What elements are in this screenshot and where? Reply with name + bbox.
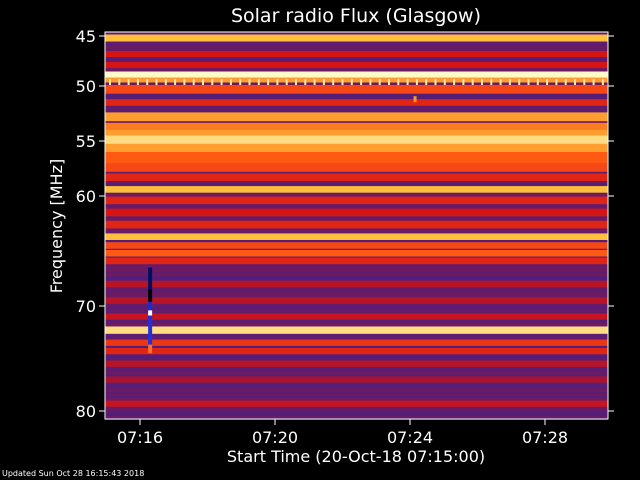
updated-timestamp: Updated Sun Oct 28 16:15:43 2018 bbox=[2, 469, 145, 478]
emission-band bbox=[105, 280, 608, 288]
emission-band bbox=[105, 62, 608, 68]
emission-band bbox=[105, 339, 608, 346]
x-axis-label: Start Time (20-Oct-18 07:15:00) bbox=[227, 447, 485, 466]
emission-band bbox=[105, 376, 608, 383]
band-artifacts bbox=[109, 79, 604, 85]
x-tick-label: 07:24 bbox=[387, 428, 433, 447]
y-tick-label: 60 bbox=[76, 187, 96, 206]
x-tick-label: 07:16 bbox=[117, 428, 163, 447]
plot-frame bbox=[104, 31, 609, 420]
emission-band bbox=[105, 297, 608, 304]
y-tick-label: 50 bbox=[76, 77, 96, 96]
emission-band bbox=[105, 71, 608, 79]
y-tick-label: 45 bbox=[76, 27, 96, 46]
emission-band bbox=[105, 99, 608, 106]
emission-band bbox=[105, 77, 608, 83]
emission-band bbox=[105, 242, 608, 249]
emission-band bbox=[105, 326, 608, 334]
emission-band bbox=[105, 186, 608, 193]
y-axis-label: Frequency [MHz] bbox=[47, 159, 66, 293]
emission-band bbox=[105, 51, 608, 57]
emission-band bbox=[105, 360, 608, 367]
emission-band bbox=[105, 34, 608, 42]
x-tick-label: 07:20 bbox=[252, 428, 298, 447]
emission-band bbox=[105, 130, 608, 137]
emission-band bbox=[105, 233, 608, 240]
plot-area bbox=[104, 31, 609, 420]
emission-band bbox=[105, 122, 608, 131]
emission-band bbox=[105, 163, 608, 172]
emission-band bbox=[105, 348, 608, 355]
emission-band bbox=[105, 257, 608, 265]
emission-band bbox=[105, 143, 608, 154]
emission-band bbox=[105, 313, 608, 320]
y-tick-label: 80 bbox=[76, 402, 96, 421]
emission-band bbox=[105, 400, 608, 407]
emission-band bbox=[105, 135, 608, 145]
emission-band bbox=[105, 85, 608, 94]
emission-band bbox=[105, 196, 608, 205]
emission-band bbox=[105, 112, 608, 122]
y-axis: 45 50 55 60 70 80 bbox=[76, 27, 614, 421]
x-tick-label: 07:28 bbox=[522, 428, 568, 447]
emission-band bbox=[105, 249, 608, 257]
emission-spot bbox=[413, 96, 417, 103]
emission-band bbox=[105, 220, 608, 229]
y-tick-label: 55 bbox=[76, 132, 96, 151]
chart-title: Solar radio Flux (Glasgow) bbox=[231, 5, 481, 27]
x-axis: 07:16 07:20 07:24 07:28 bbox=[117, 419, 568, 447]
interference-column bbox=[148, 267, 153, 354]
emission-band bbox=[105, 173, 608, 182]
y-tick-label: 70 bbox=[76, 297, 96, 316]
emission-band bbox=[105, 208, 608, 217]
emission-band bbox=[105, 152, 608, 163]
